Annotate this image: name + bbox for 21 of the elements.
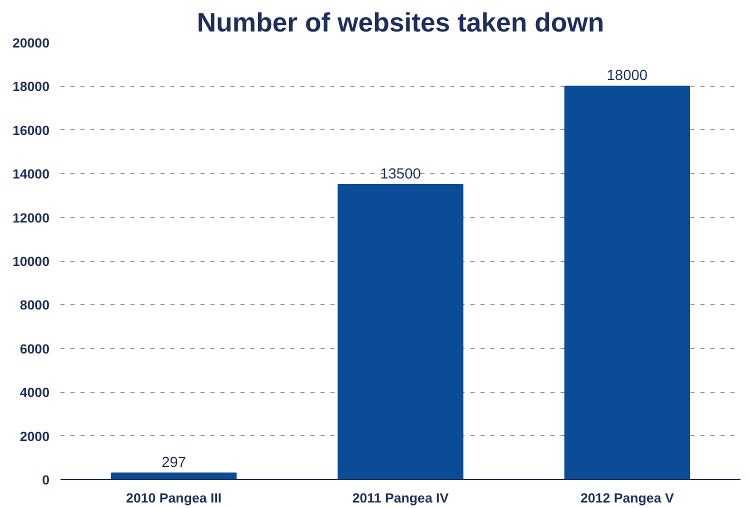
data-label: 18000 [606, 68, 648, 84]
y-tick-label: 2000 [20, 428, 50, 444]
bar [338, 184, 464, 480]
x-tick-label: 2011 Pangea IV [352, 490, 449, 506]
y-tick-label: 0 [42, 472, 50, 488]
y-tick-label: 6000 [20, 341, 50, 356]
x-tick-label: 2012 Pangea V [580, 490, 674, 506]
chart-title: Number of websites taken down [196, 8, 604, 38]
y-tick-label: 16000 [12, 122, 50, 138]
y-tick-label: 20000 [12, 36, 50, 50]
bar [564, 86, 690, 480]
y-tick-label: 4000 [20, 385, 50, 400]
y-tick-label: 8000 [20, 298, 50, 313]
y-tick-label: 14000 [12, 166, 50, 182]
y-tick-label: 10000 [12, 254, 50, 269]
x-tick-label: 2010 Pangea III [126, 490, 222, 506]
data-label: 13500 [380, 166, 421, 183]
y-tick-label: 18000 [12, 79, 50, 94]
y-tick-label: 12000 [12, 210, 50, 226]
bar [111, 472, 237, 480]
data-label: 297 [162, 455, 186, 472]
